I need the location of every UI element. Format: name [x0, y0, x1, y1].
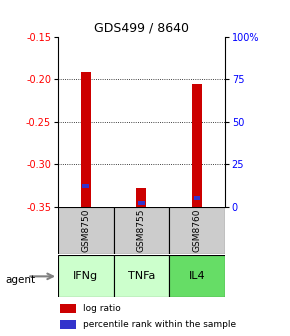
- Text: GSM8755: GSM8755: [137, 208, 146, 252]
- Bar: [192, 84, 202, 207]
- Bar: [60, 304, 76, 313]
- Text: GSM8760: GSM8760: [193, 208, 202, 252]
- FancyBboxPatch shape: [114, 255, 169, 297]
- FancyBboxPatch shape: [58, 207, 114, 254]
- Text: TNFa: TNFa: [128, 271, 155, 281]
- Text: IL4: IL4: [189, 271, 205, 281]
- Bar: [82, 184, 89, 188]
- Bar: [60, 320, 76, 329]
- Bar: [81, 72, 91, 207]
- Bar: [136, 188, 146, 207]
- Text: log ratio: log ratio: [83, 304, 121, 313]
- Bar: [194, 196, 200, 200]
- Text: IFNg: IFNg: [73, 271, 98, 281]
- FancyBboxPatch shape: [169, 207, 225, 254]
- Text: percentile rank within the sample: percentile rank within the sample: [83, 320, 236, 329]
- FancyBboxPatch shape: [58, 255, 114, 297]
- Title: GDS499 / 8640: GDS499 / 8640: [94, 22, 189, 34]
- FancyBboxPatch shape: [169, 255, 225, 297]
- Bar: [138, 201, 145, 205]
- Text: GSM8750: GSM8750: [81, 208, 90, 252]
- Text: agent: agent: [6, 275, 36, 285]
- FancyBboxPatch shape: [114, 207, 169, 254]
